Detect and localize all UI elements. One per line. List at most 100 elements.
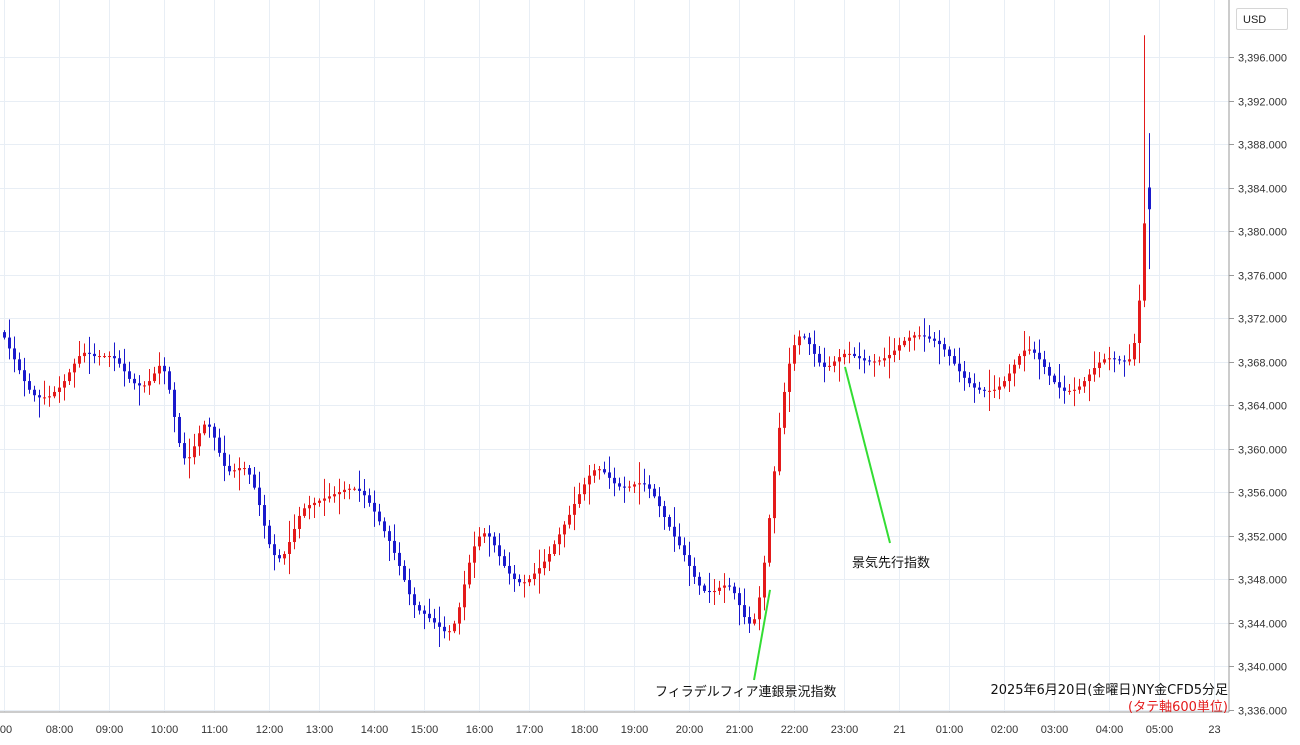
candle (1118, 355, 1121, 365)
candle (443, 616, 446, 639)
candle (318, 498, 321, 507)
candle-body (923, 335, 926, 337)
candle (943, 337, 946, 357)
candle (1148, 133, 1151, 270)
candle-body (358, 488, 361, 491)
candle-body (708, 590, 711, 593)
candle (948, 346, 951, 366)
candle-body (433, 618, 436, 623)
candle-body (423, 610, 426, 614)
candle (448, 625, 451, 641)
candle (383, 517, 386, 538)
candle-body (393, 540, 396, 553)
candle (543, 549, 546, 576)
currency-selector[interactable]: USD (1236, 8, 1288, 30)
candle (373, 490, 376, 527)
candle-body (448, 631, 451, 633)
candle-body (648, 484, 651, 489)
candle (1043, 350, 1046, 375)
candle-body (168, 371, 171, 390)
candle-body (883, 358, 886, 361)
candle (893, 338, 896, 363)
candle-body (33, 389, 36, 396)
candle (888, 336, 891, 379)
candle-body (678, 536, 681, 546)
candle (1083, 377, 1086, 393)
candle (883, 347, 886, 367)
candle (93, 343, 96, 364)
candle (313, 497, 316, 518)
time-axis[interactable]: :00 08:00 09:00 10:00 11:00 12:00 13:00 14:00 15… (0, 724, 1221, 736)
price-tick-label: 3,396.000 (1238, 53, 1287, 65)
candle-body (638, 483, 641, 485)
candle (398, 542, 401, 576)
candle-body (688, 555, 691, 566)
price-tick-label: 3,344.000 (1238, 619, 1287, 631)
price-axis[interactable]: 3,336.000 3,340.000 3,344.000 3,348.000 3,35… (1229, 53, 1287, 718)
candle-body (788, 363, 791, 392)
candle (1073, 377, 1076, 407)
candle-body (843, 353, 846, 358)
candle (793, 334, 796, 371)
candle-body (533, 573, 536, 579)
candle (283, 551, 286, 565)
time-tick-label: 03:00 (1041, 724, 1069, 736)
candle-body (93, 353, 96, 357)
candle-body (408, 580, 411, 595)
candle-body (658, 496, 661, 507)
candle-body (713, 590, 716, 593)
candle-body (283, 553, 286, 559)
time-tick-label: 05:00 (1146, 724, 1174, 736)
candle (828, 356, 831, 371)
candle-body (978, 387, 981, 390)
candle-body (653, 488, 656, 497)
time-tick-label: :00 (0, 724, 12, 736)
candle-body (983, 389, 986, 391)
annotation-pointer (844, 366, 891, 544)
candle (868, 355, 871, 366)
candle-body (493, 536, 496, 546)
candle (1048, 362, 1051, 386)
candle (308, 495, 311, 520)
candle-body (768, 518, 771, 563)
candle (613, 467, 616, 497)
candle-body (143, 385, 146, 387)
candle-body (698, 576, 701, 586)
candle (1008, 364, 1011, 393)
candle (983, 387, 986, 398)
candle (148, 368, 151, 395)
candle (748, 606, 751, 633)
candle-body (718, 587, 721, 591)
candle (673, 507, 676, 552)
candle-body (1093, 368, 1096, 375)
candle-body (673, 526, 676, 537)
candle-body (738, 593, 741, 606)
candle-body (23, 370, 26, 382)
candle-body (733, 586, 736, 594)
candle-body (63, 381, 66, 388)
candle (678, 523, 681, 550)
candle-body (468, 562, 471, 585)
price-tick-label: 3,380.000 (1238, 227, 1287, 239)
price-tick-label: 3,376.000 (1238, 271, 1287, 283)
candle (243, 461, 246, 476)
candle (958, 347, 961, 383)
candle (628, 480, 631, 492)
candle (703, 583, 706, 593)
candle (143, 381, 146, 393)
candle-body (543, 561, 546, 569)
time-tick-label: 18:00 (571, 724, 599, 736)
caption-title: 2025年6月20日(金曜日)NY金CFD5分足 (990, 683, 1228, 698)
candle-body (728, 585, 731, 587)
candle-body (273, 544, 276, 556)
candle-body (1038, 352, 1041, 360)
candle (488, 525, 491, 557)
candle-body (568, 514, 571, 525)
candle (858, 342, 861, 370)
candle (783, 382, 786, 435)
candle (1138, 284, 1141, 364)
candle-body (18, 359, 21, 371)
candle-body (548, 553, 551, 562)
candle (768, 514, 771, 567)
